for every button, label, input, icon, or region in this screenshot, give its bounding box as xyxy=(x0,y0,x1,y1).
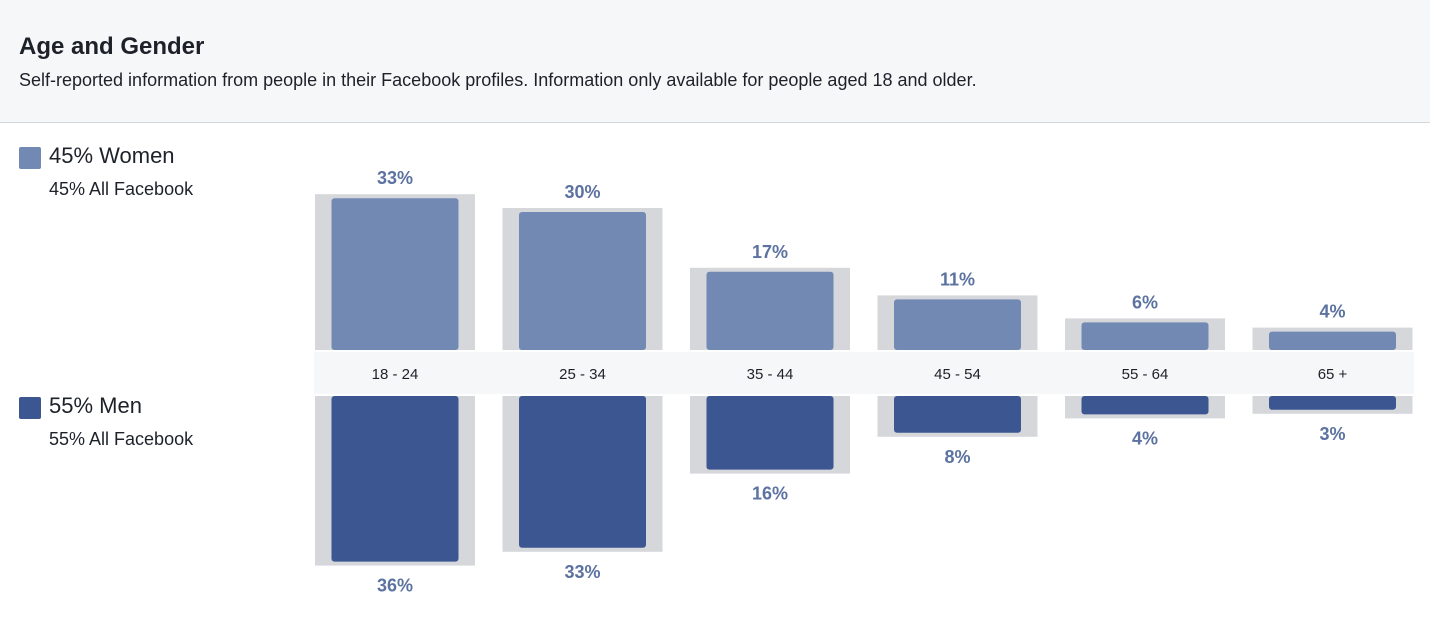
women-bar xyxy=(1269,331,1396,350)
men-bar xyxy=(706,396,834,470)
axis-band xyxy=(314,352,1414,394)
women-value-label: 33% xyxy=(377,168,413,188)
age-category-label: 65 + xyxy=(1318,366,1348,383)
women-bar xyxy=(894,299,1021,350)
men-value-label: 4% xyxy=(1132,428,1158,448)
men-value-label: 16% xyxy=(752,484,788,504)
legend-women-benchmark: 45% All Facebook xyxy=(49,179,194,199)
women-bar xyxy=(519,212,646,350)
age-category-label: 45 - 54 xyxy=(934,366,981,383)
women-bar xyxy=(1081,322,1209,350)
legend-women-swatch xyxy=(19,147,41,169)
chart-title: Age and Gender xyxy=(19,33,205,60)
women-value-label: 6% xyxy=(1132,292,1158,312)
men-value-label: 33% xyxy=(564,562,600,582)
women-value-label: 30% xyxy=(564,182,600,202)
legend-men-benchmark: 55% All Facebook xyxy=(49,429,194,449)
men-value-label: 3% xyxy=(1319,424,1345,444)
age-category-label: 35 - 44 xyxy=(747,366,794,383)
age-category-label: 55 - 64 xyxy=(1122,366,1169,383)
women-value-label: 11% xyxy=(940,269,975,289)
chart-header: Age and Gender Self-reported information… xyxy=(0,0,1430,123)
men-bar xyxy=(894,396,1021,433)
age-category-label: 18 - 24 xyxy=(372,366,419,383)
chart-subtitle: Self-reported information from people in… xyxy=(19,70,977,90)
legend-men-label: 55% Men xyxy=(49,393,142,418)
legend-women-label: 45% Women xyxy=(49,143,175,168)
men-bar xyxy=(1269,396,1396,410)
men-value-label: 8% xyxy=(944,447,970,467)
women-bar xyxy=(331,198,459,350)
age-category-label: 25 - 34 xyxy=(559,366,606,383)
men-bar xyxy=(1081,396,1209,415)
women-value-label: 17% xyxy=(752,242,788,262)
legend-men-swatch xyxy=(19,397,41,419)
men-bar xyxy=(331,396,459,562)
women-value-label: 4% xyxy=(1319,302,1345,322)
men-bar xyxy=(519,396,646,548)
men-value-label: 36% xyxy=(377,576,413,596)
women-bar xyxy=(706,271,834,350)
